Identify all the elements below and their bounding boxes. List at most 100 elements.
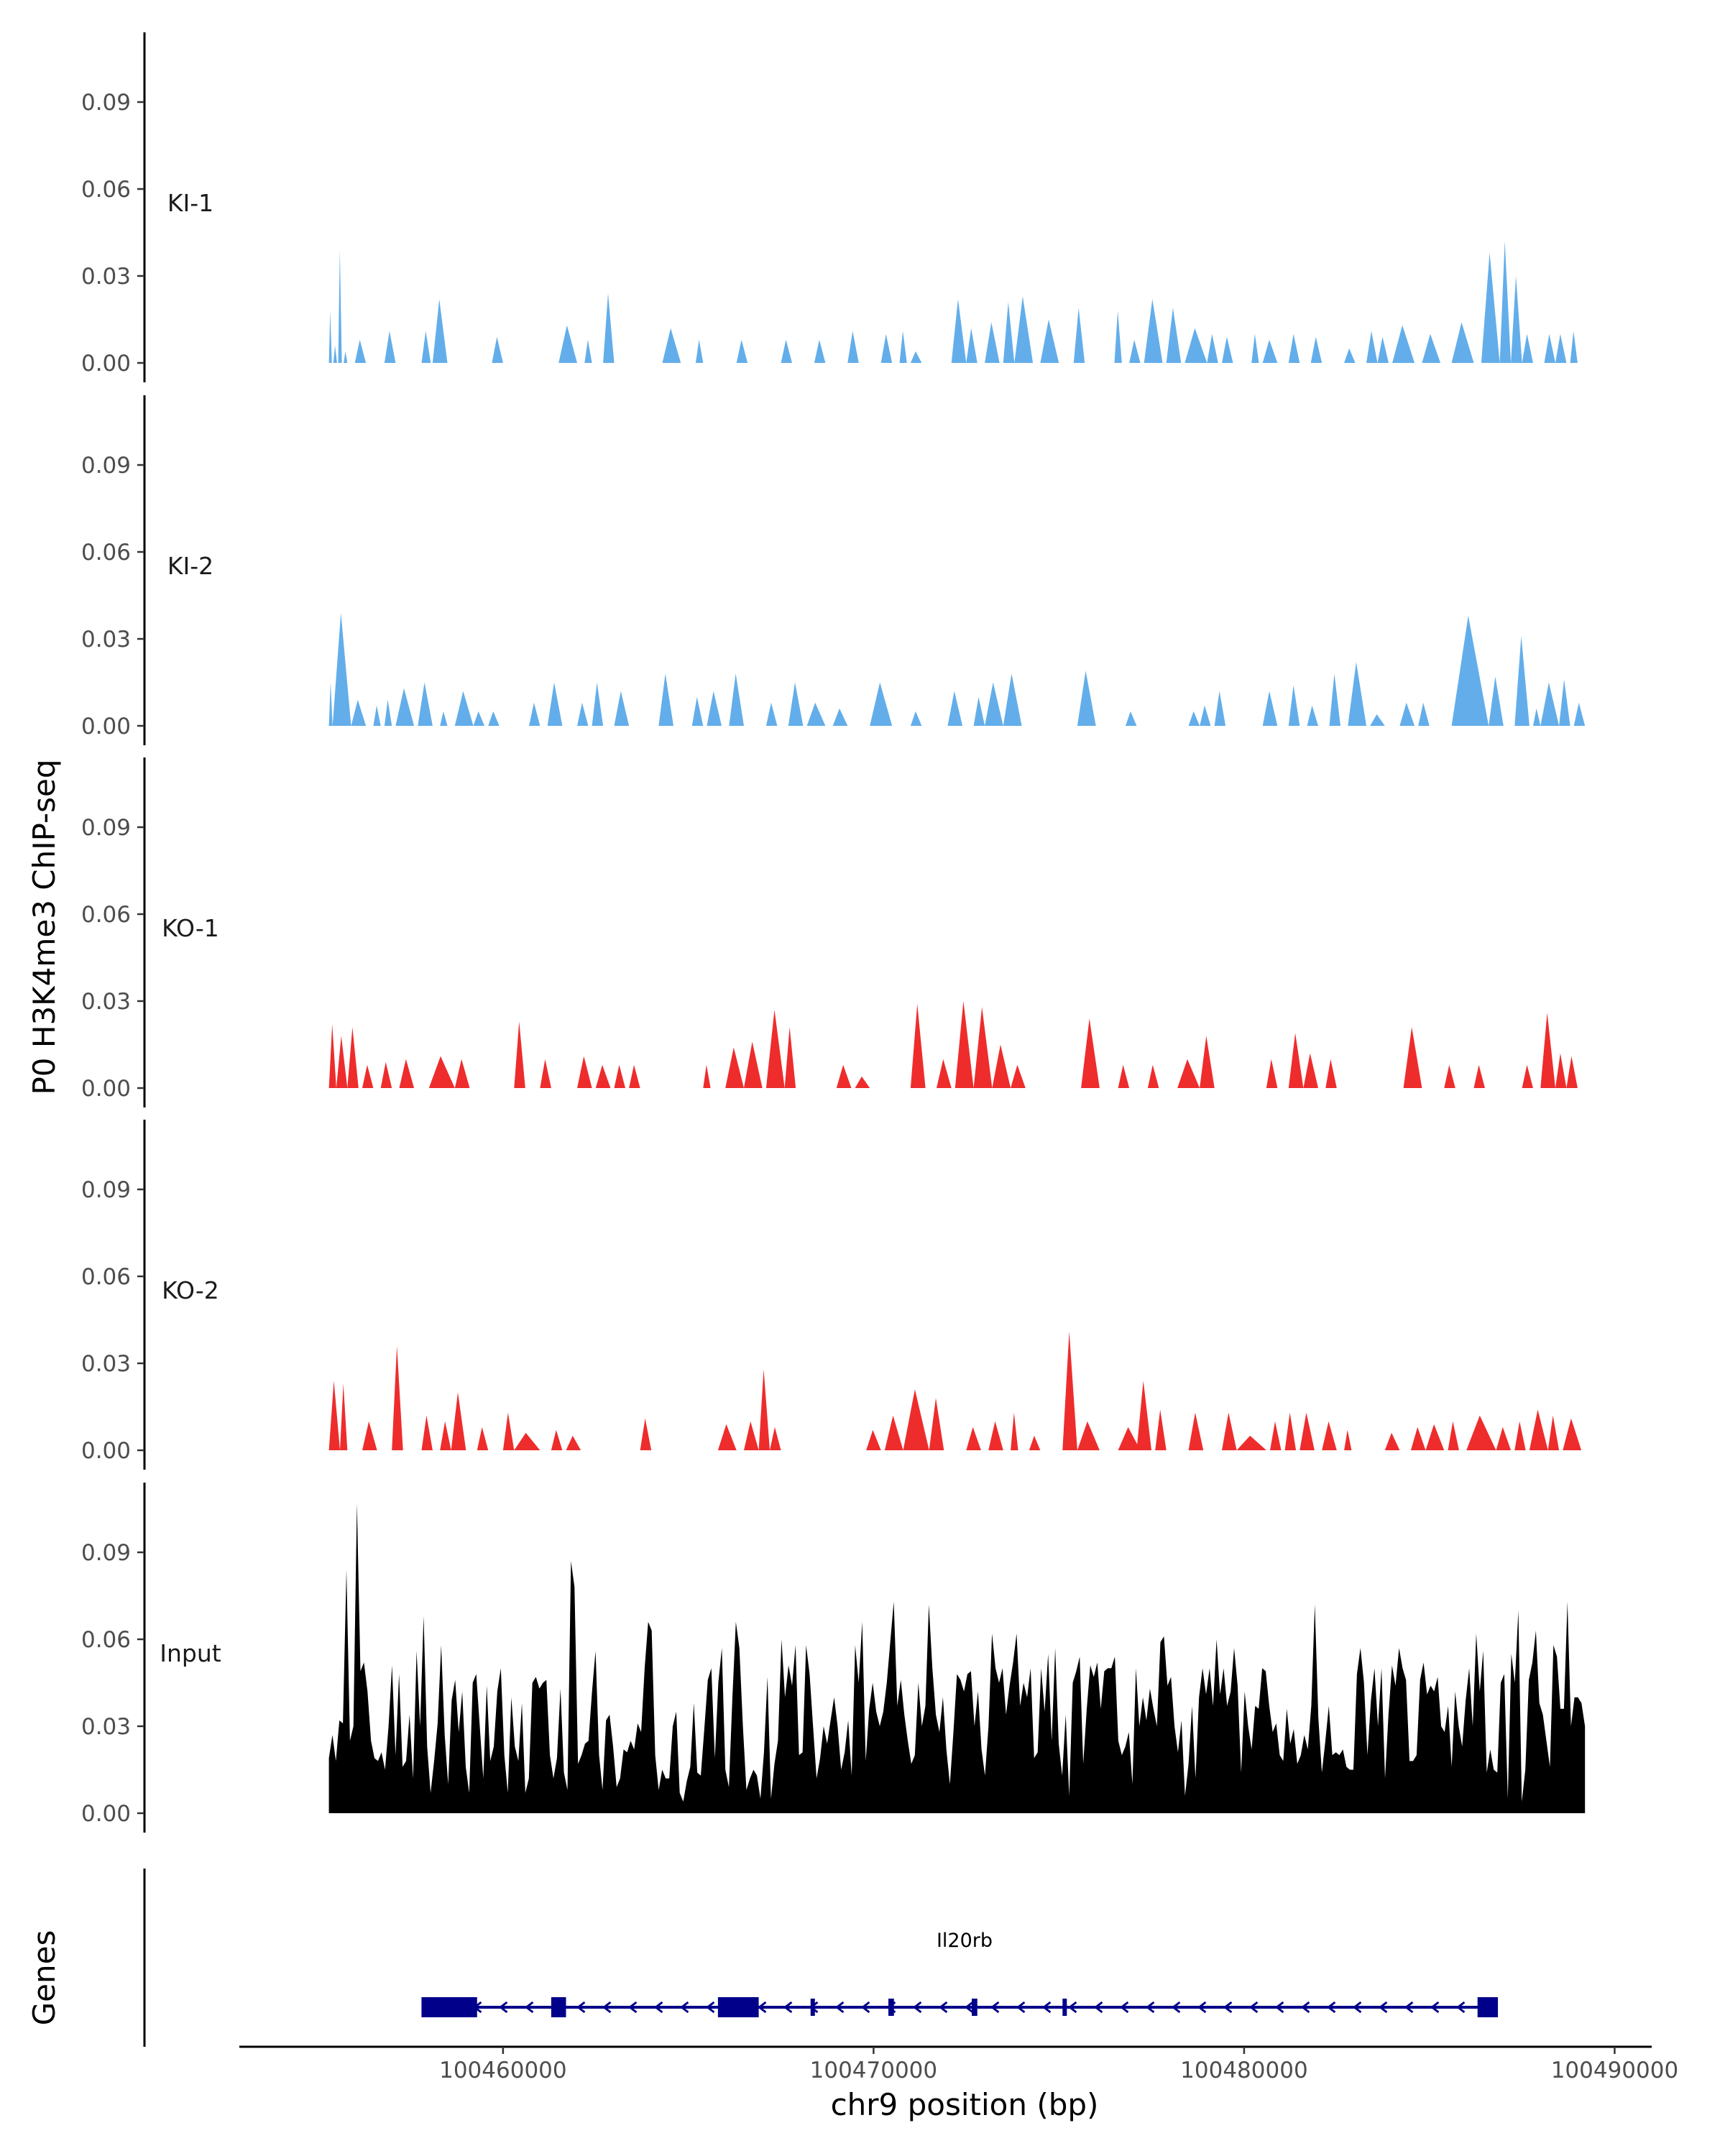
coverage-peak	[1451, 322, 1474, 363]
coverage-peak	[947, 691, 963, 726]
coverage-peak	[1325, 1059, 1337, 1088]
coverage-peak	[1481, 252, 1500, 363]
coverage-peak	[1533, 708, 1541, 726]
coverage-peak	[954, 1001, 974, 1088]
strand-arrow	[1430, 2001, 1440, 2014]
coverage-peak	[1029, 1435, 1041, 1450]
coverage-peak	[985, 682, 1003, 726]
coverage-peak	[1262, 691, 1278, 726]
coverage-peak	[1014, 296, 1034, 363]
strand-arrow	[525, 2001, 534, 2014]
coverage-peak	[1403, 1027, 1422, 1088]
y-tick-label: 0.09	[81, 1177, 131, 1203]
coverage-peak	[1496, 1427, 1512, 1450]
coverage-peak	[1473, 1064, 1485, 1088]
coverage-peak	[1563, 1418, 1582, 1450]
coverage-peak	[328, 310, 332, 363]
coverage-peak	[529, 702, 540, 726]
coverage-peak	[362, 1064, 374, 1088]
coverage-peak	[784, 1027, 796, 1088]
x-tick-label: 100470000	[810, 2058, 938, 2083]
coverage-peak	[1262, 339, 1278, 363]
coverage-peak	[1348, 662, 1366, 726]
track-panel-ko-2: 0.00 0.03 0.06 0.09 KO-2	[81, 1120, 1582, 1470]
exon-5	[888, 1999, 894, 2016]
coverage-peak	[1188, 1412, 1204, 1450]
coverage-peak	[332, 612, 351, 726]
coverage-peak	[951, 299, 967, 363]
coverage-peak	[1573, 702, 1586, 726]
coverage-peak	[1300, 1412, 1315, 1450]
coverage-peak	[1410, 1427, 1426, 1450]
y-tick-label: 0.06	[81, 540, 131, 566]
exon-7	[1062, 1999, 1067, 2016]
coverage-peak	[1344, 348, 1356, 363]
y-tick-label: 0.03	[81, 1714, 131, 1740]
strand-arrow	[576, 2001, 586, 2014]
strand-arrow	[1172, 2001, 1181, 2014]
strand-arrow	[835, 2001, 845, 2014]
coverage-peak	[1136, 1381, 1151, 1450]
coverage-peak	[392, 1345, 403, 1450]
coverage-peak	[988, 1421, 1003, 1450]
x-tick-label: 100490000	[1551, 2058, 1679, 2083]
coverage-peak	[1540, 1013, 1555, 1088]
strand-arrow	[861, 2001, 870, 2014]
track-label: KO-1	[162, 914, 219, 942]
coverage-peak	[703, 1064, 711, 1088]
coverage-peak	[1489, 676, 1504, 726]
strand-arrow	[758, 2001, 767, 2014]
exon-8	[1477, 1997, 1499, 2017]
y-tick-label: 0.03	[81, 1351, 131, 1377]
coverage-peak	[328, 682, 333, 726]
coverage-peak	[1522, 1064, 1533, 1088]
coverage-peak	[744, 1041, 763, 1088]
strand-arrow	[1068, 2001, 1077, 2014]
coverage-peak	[1451, 615, 1489, 726]
coverage-peak	[1155, 1409, 1167, 1450]
coverage-peak	[1284, 1412, 1297, 1450]
coverage-panels: 0.00 0.03 0.06 0.09 KI-1 0.00 0.03 0.06 0.09 KI-2…	[81, 32, 1586, 1833]
coverage-peak	[1514, 636, 1530, 726]
coverage-peak	[1200, 705, 1211, 726]
coverage-peak	[1118, 1427, 1141, 1450]
coverage-peak	[440, 1421, 451, 1450]
strand-arrow	[1327, 2001, 1336, 2014]
coverage-peak	[765, 1010, 785, 1088]
coverage-peak	[1310, 336, 1322, 363]
coverage-peak	[418, 682, 433, 726]
coverage-peak	[640, 1418, 652, 1450]
coverage-peak	[695, 339, 704, 363]
coverage-peak	[884, 1415, 903, 1450]
track-label: KI-1	[167, 189, 213, 217]
y-tick-label: 0.00	[81, 1801, 131, 1827]
coverage-peak	[1144, 299, 1163, 363]
coverage-peak	[338, 249, 342, 363]
coverage-peak	[547, 682, 563, 726]
coverage-peak	[814, 339, 826, 363]
coverage-peak	[1077, 1421, 1100, 1450]
coverage-peak	[1544, 333, 1555, 363]
coverage-peak	[1366, 331, 1378, 363]
coverage-peak	[1418, 702, 1430, 726]
coverage-peak	[333, 345, 337, 363]
strand-arrow	[499, 2001, 508, 2014]
coverage-peak	[707, 691, 722, 726]
coverage-peak	[451, 1392, 466, 1450]
coverage-peak	[1166, 308, 1182, 363]
coverage-peak	[336, 1036, 348, 1088]
coverage-peak	[992, 1044, 1011, 1088]
y-tick-label: 0.06	[81, 177, 131, 203]
coverage-peak	[1077, 671, 1096, 726]
coverage-peak	[1444, 1064, 1455, 1088]
coverage-peak	[725, 1047, 744, 1088]
coverage-peak	[744, 1421, 759, 1450]
coverage-peak	[1511, 276, 1522, 363]
strand-arrow	[1094, 2001, 1103, 2014]
coverage-peak	[1322, 1421, 1337, 1450]
coverage-peak	[866, 1429, 881, 1450]
coverage-peak	[937, 1059, 952, 1088]
track-label: KI-2	[167, 552, 213, 580]
coverage-peak	[847, 331, 859, 363]
coverage-peak	[514, 1021, 525, 1088]
